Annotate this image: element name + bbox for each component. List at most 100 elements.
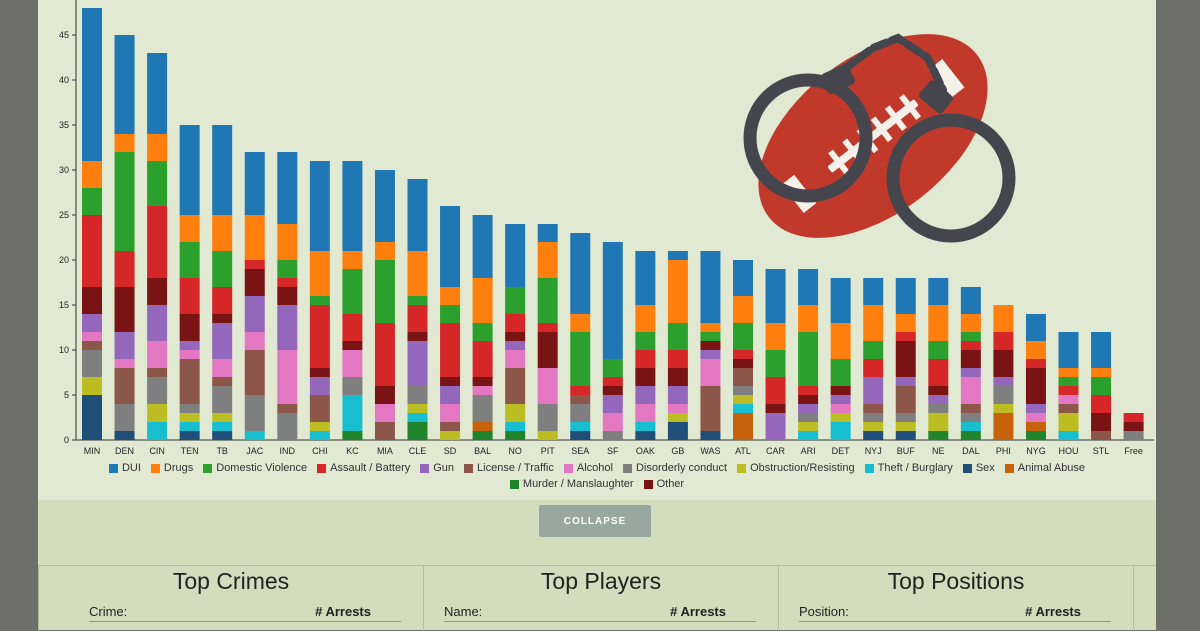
- bar-segment[interactable]: SF - Other: 1: [602, 386, 623, 395]
- bar-segment[interactable]: HOU - License / Traffic: 1: [1058, 404, 1079, 413]
- bar-segment[interactable]: DEN - Disorderly conduct: 3: [114, 404, 135, 431]
- bar-segment[interactable]: TEN - Obstruction/Resisting: 1: [179, 413, 200, 422]
- bar-segment[interactable]: BAL - Animal Abuse: 1: [472, 422, 493, 431]
- bar-segment[interactable]: NYJ - DUI: 3: [863, 278, 884, 305]
- bar-segment[interactable]: KC - Theft / Burglary: 4: [342, 395, 363, 431]
- bar-segment[interactable]: MIN - Alcohol: 1: [82, 332, 102, 341]
- team-bar-ne[interactable]: NE - Murder / Manslaughter: 1NE - Obstru…: [928, 278, 949, 440]
- bar-segment[interactable]: ARI - Assault / Battery: 1: [798, 386, 819, 395]
- bar-segment[interactable]: GB - Other: 2: [667, 368, 688, 386]
- bar-segment[interactable]: HOU - Assault / Battery: 1: [1058, 386, 1079, 395]
- bar-segment[interactable]: IND - Drugs: 4: [277, 224, 298, 260]
- bar-segment[interactable]: DAL - Theft / Burglary: 1: [960, 422, 981, 431]
- bar-segment[interactable]: DEN - Gun: 3: [114, 332, 135, 359]
- bar-segment[interactable]: MIN - Gun: 2: [82, 314, 102, 332]
- bar-segment[interactable]: ATL - Obstruction/Resisting: 1: [733, 395, 753, 404]
- bar-segment[interactable]: TEN - DUI: 10: [179, 125, 200, 215]
- legend-item[interactable]: Animal Abuse: [1004, 462, 1085, 475]
- bar-segment[interactable]: CLE - Murder / Manslaughter: 2: [407, 422, 428, 440]
- team-bar-sf[interactable]: SF - Disorderly conduct: 1SF - Alcohol: …: [602, 242, 623, 440]
- bar-segment[interactable]: SF - Gun: 2: [602, 395, 623, 413]
- bar-segment[interactable]: DAL - Alcohol: 3: [960, 377, 981, 404]
- bar-segment[interactable]: OAK - Other: 2: [635, 368, 656, 386]
- bar-segment[interactable]: DAL - Domestic Violence: 1: [960, 332, 981, 341]
- team-bar-gb[interactable]: GB - Sex: 2GB - Obstruction/Resisting: 1…: [667, 251, 688, 440]
- bar-segment[interactable]: CLE - Gun: 5: [407, 341, 428, 386]
- bar-segment[interactable]: DAL - DUI: 3: [960, 287, 981, 314]
- bar-segment[interactable]: NE - Obstruction/Resisting: 2: [928, 413, 949, 431]
- legend-item[interactable]: Disorderly conduct: [622, 462, 727, 475]
- team-bar-ten[interactable]: TEN - Sex: 1TEN - Theft / Burglary: 1TEN…: [179, 125, 200, 440]
- legend-item[interactable]: Theft / Burglary: [864, 462, 953, 475]
- bar-segment[interactable]: ARI - DUI: 4: [798, 269, 819, 305]
- bar-segment[interactable]: BAL - Other: 1: [472, 377, 493, 386]
- bar-segment[interactable]: OAK - Sex: 1: [635, 431, 656, 440]
- bar-segment[interactable]: NYJ - Assault / Battery: 2: [863, 359, 884, 377]
- bar-segment[interactable]: KC - Murder / Manslaughter: 1: [342, 431, 363, 440]
- bar-segment[interactable]: GB - Obstruction/Resisting: 1: [667, 413, 688, 422]
- bar-segment[interactable]: BUF - Gun: 1: [895, 377, 916, 386]
- bar-segment[interactable]: WAS - Sex: 1: [700, 431, 721, 440]
- bar-segment[interactable]: TB - Other: 1: [212, 314, 233, 323]
- legend-item[interactable]: Assault / Battery: [317, 462, 410, 475]
- bar-segment[interactable]: ATL - DUI: 4: [733, 260, 753, 296]
- bar-segment[interactable]: JAC - Assault / Battery: 1: [244, 260, 265, 269]
- bar-segment[interactable]: CHI - License / Traffic: 3: [309, 395, 330, 422]
- bar-segment[interactable]: SF - Disorderly conduct: 1: [602, 431, 623, 440]
- bar-segment[interactable]: NO - Obstruction/Resisting: 2: [505, 404, 526, 422]
- bar-segment[interactable]: JAC - DUI: 7: [244, 152, 265, 215]
- bar-segment[interactable]: MIN - License / Traffic: 1: [82, 341, 102, 350]
- bar-segment[interactable]: CIN - Domestic Violence: 5: [147, 161, 168, 206]
- bar-segment[interactable]: CHI - Obstruction/Resisting: 1: [309, 422, 330, 431]
- bar-segment[interactable]: TB - License / Traffic: 1: [212, 377, 233, 386]
- bar-segment[interactable]: CAR - DUI: 6: [765, 269, 786, 323]
- bar-segment[interactable]: SEA - Drugs: 2: [570, 314, 591, 332]
- bar-segment[interactable]: IND - DUI: 8: [277, 152, 298, 224]
- bar-segment[interactable]: ATL - Theft / Burglary: 1: [733, 404, 753, 413]
- bar-segment[interactable]: PHI - Disorderly conduct: 2: [993, 386, 1014, 404]
- bar-segment[interactable]: PHI - Drugs: 3: [993, 305, 1014, 332]
- bar-segment[interactable]: NE - DUI: 3: [928, 278, 949, 305]
- team-bar-stl[interactable]: STL - License / Traffic: 1STL - Other: 2…: [1091, 332, 1112, 440]
- bar-segment[interactable]: HOU - Theft / Burglary: 1: [1058, 431, 1079, 440]
- team-bar-car[interactable]: CAR - Gun: 3CAR - Other: 1CAR - Assault …: [765, 269, 786, 440]
- bar-segment[interactable]: ARI - Theft / Burglary: 1: [798, 431, 819, 440]
- bar-segment[interactable]: SD - Domestic Violence: 2: [440, 305, 461, 323]
- bar-segment[interactable]: BUF - Obstruction/Resisting: 1: [895, 422, 916, 431]
- legend-item[interactable]: License / Traffic: [464, 462, 554, 475]
- bar-segment[interactable]: SEA - Assault / Battery: 1: [570, 386, 591, 395]
- bar-segment[interactable]: NYJ - Disorderly conduct: 1: [863, 413, 884, 422]
- bar-segment[interactable]: OAK - Gun: 2: [635, 386, 656, 404]
- bar-segment[interactable]: DEN - DUI: 11: [114, 35, 135, 134]
- bar-segment[interactable]: KC - Domestic Violence: 5: [342, 269, 363, 314]
- bar-segment[interactable]: BAL - Domestic Violence: 2: [472, 323, 493, 341]
- bar-segment[interactable]: Free - Assault / Battery: 1: [1123, 413, 1144, 422]
- bar-segment[interactable]: NO - Theft / Burglary: 1: [505, 422, 526, 431]
- bar-segment[interactable]: JAC - Disorderly conduct: 4: [244, 395, 265, 431]
- team-bar-den[interactable]: DEN - Sex: 1DEN - Disorderly conduct: 3D…: [114, 35, 135, 440]
- bar-segment[interactable]: DEN - Assault / Battery: 4: [114, 251, 135, 287]
- bar-segment[interactable]: BAL - Assault / Battery: 4: [472, 341, 493, 377]
- bar-segment[interactable]: PIT - Assault / Battery: 1: [537, 323, 558, 332]
- bar-segment[interactable]: MIN - DUI: 17: [82, 8, 102, 161]
- team-bar-kc[interactable]: KC - Murder / Manslaughter: 1KC - Theft …: [342, 161, 363, 440]
- bar-segment[interactable]: NO - Other: 1: [505, 332, 526, 341]
- bar-segment[interactable]: NYG - Animal Abuse: 1: [1025, 422, 1046, 431]
- bar-segment[interactable]: NO - Domestic Violence: 3: [505, 287, 526, 314]
- bar-segment[interactable]: SD - Obstruction/Resisting: 1: [440, 431, 461, 440]
- bar-segment[interactable]: DAL - Disorderly conduct: 1: [960, 413, 981, 422]
- bar-segment[interactable]: DET - Domestic Violence: 3: [830, 359, 851, 386]
- team-bar-pit[interactable]: PIT - Obstruction/Resisting: 1PIT - Diso…: [537, 224, 558, 440]
- bar-segment[interactable]: PIT - Other: 4: [537, 332, 558, 368]
- bar-segment[interactable]: SD - License / Traffic: 1: [440, 422, 461, 431]
- bar-segment[interactable]: WAS - DUI: 8: [700, 251, 721, 323]
- bar-segment[interactable]: MIA - Drugs: 2: [374, 242, 395, 260]
- legend-item[interactable]: Alcohol: [563, 462, 613, 475]
- bar-segment[interactable]: PIT - Drugs: 4: [537, 242, 558, 278]
- bar-segment[interactable]: NYG - Gun: 1: [1025, 404, 1046, 413]
- bar-segment[interactable]: IND - Domestic Violence: 2: [277, 260, 298, 278]
- bar-segment[interactable]: NO - License / Traffic: 4: [505, 368, 526, 404]
- bar-segment[interactable]: MIN - Drugs: 3: [82, 161, 102, 188]
- bar-segment[interactable]: DAL - Gun: 1: [960, 368, 981, 377]
